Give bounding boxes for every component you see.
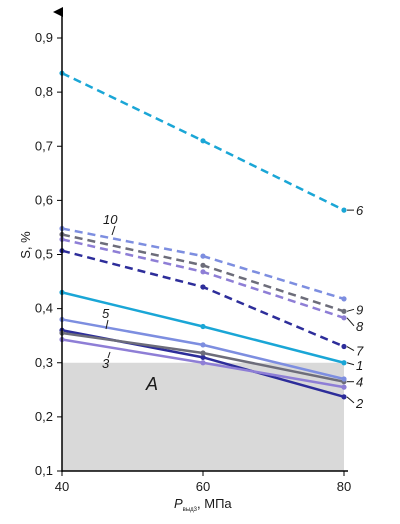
y-axis-label: S, %: [18, 231, 33, 259]
x-axis-label-main: P: [174, 496, 183, 511]
curve-leader-7: [346, 346, 355, 351]
series-3: [59, 336, 347, 390]
series-point-9-2: [341, 308, 347, 314]
y-tick-label-1: 0,2: [35, 409, 53, 424]
curve-leader-1: [346, 362, 355, 366]
series-point-8-1: [200, 269, 206, 275]
series-point-5-1: [200, 342, 206, 348]
curve-label-1: 1: [356, 358, 363, 373]
y-tick-label-2: 0,3: [35, 355, 53, 370]
shaded-region-layer: A: [62, 362, 344, 471]
series-point-7-2: [341, 343, 347, 350]
y-tick-label-4: 0,5: [35, 247, 53, 262]
series-point-5-2: [341, 376, 347, 382]
series-point-10-1: [200, 253, 206, 259]
y-tick-label-3: 0,4: [35, 301, 53, 316]
curve-label-4: 4: [356, 375, 363, 390]
curve-label-6: 6: [356, 203, 364, 218]
curve-label-10: 10: [103, 212, 118, 227]
series-point-3-1: [200, 360, 206, 366]
curve-leader-2: [346, 396, 355, 404]
ticks-layer: 0,1 0,2 0,3 0,4 0,5 0,6 0,7 0,8 0,9 40 60 80: [35, 30, 351, 494]
series-point-6-2: [341, 207, 347, 213]
series-9: [59, 231, 347, 314]
y-tick-label-5: 0,6: [35, 192, 53, 207]
curve-label-5: 5: [102, 306, 110, 321]
x-axis-label-subscript: выд3: [183, 507, 198, 513]
series-point-1-1: [200, 323, 206, 330]
x-axis-label-unit: , МПа: [197, 496, 232, 511]
axes: [53, 7, 348, 472]
y-tick-label-0: 0,1: [35, 463, 53, 478]
curve-label-9: 9: [356, 302, 363, 317]
region-a-rect: [62, 362, 344, 471]
y-tick-label-6: 0,7: [35, 138, 53, 153]
curve-label-2: 2: [355, 396, 364, 411]
x-tick-label-2: 80: [337, 479, 351, 494]
curve-labels-layer: 1 2 4 6 7 8 9 10 5 3: [102, 203, 364, 411]
x-tick-label-1: 60: [196, 479, 210, 494]
series-5: [59, 316, 347, 382]
series-point-9-1: [200, 262, 206, 268]
curve-label-3: 3: [102, 356, 110, 371]
curve-leader-8: [346, 317, 355, 327]
region-a-label: A: [145, 374, 158, 394]
x-tick-label-0: 40: [55, 479, 69, 494]
series-point-8-2: [341, 315, 347, 321]
series-layer: [59, 70, 347, 400]
y-tick-label-7: 0,8: [35, 84, 53, 99]
series-point-2-2: [341, 394, 347, 400]
curve-leader-3: [107, 351, 111, 359]
series-point-4-1: [200, 350, 206, 356]
series-point-3-2: [341, 384, 347, 390]
y-tick-label-8: 0,9: [35, 30, 53, 45]
curve-leader-5: [105, 319, 109, 330]
series-point-2-1: [200, 354, 206, 360]
curve-label-8: 8: [356, 319, 364, 334]
x-axis-label: Pвыд3, МПа: [174, 496, 232, 513]
series-6: [59, 70, 347, 213]
series-point-10-2: [341, 296, 347, 302]
curve-label-7: 7: [356, 344, 364, 359]
curve-leader-10: [111, 225, 116, 236]
series-point-6-1: [200, 138, 206, 144]
series-7: [59, 248, 347, 350]
curve-leader-9: [346, 308, 355, 312]
series-point-1-2: [341, 360, 347, 366]
series-point-7-1: [200, 284, 206, 290]
